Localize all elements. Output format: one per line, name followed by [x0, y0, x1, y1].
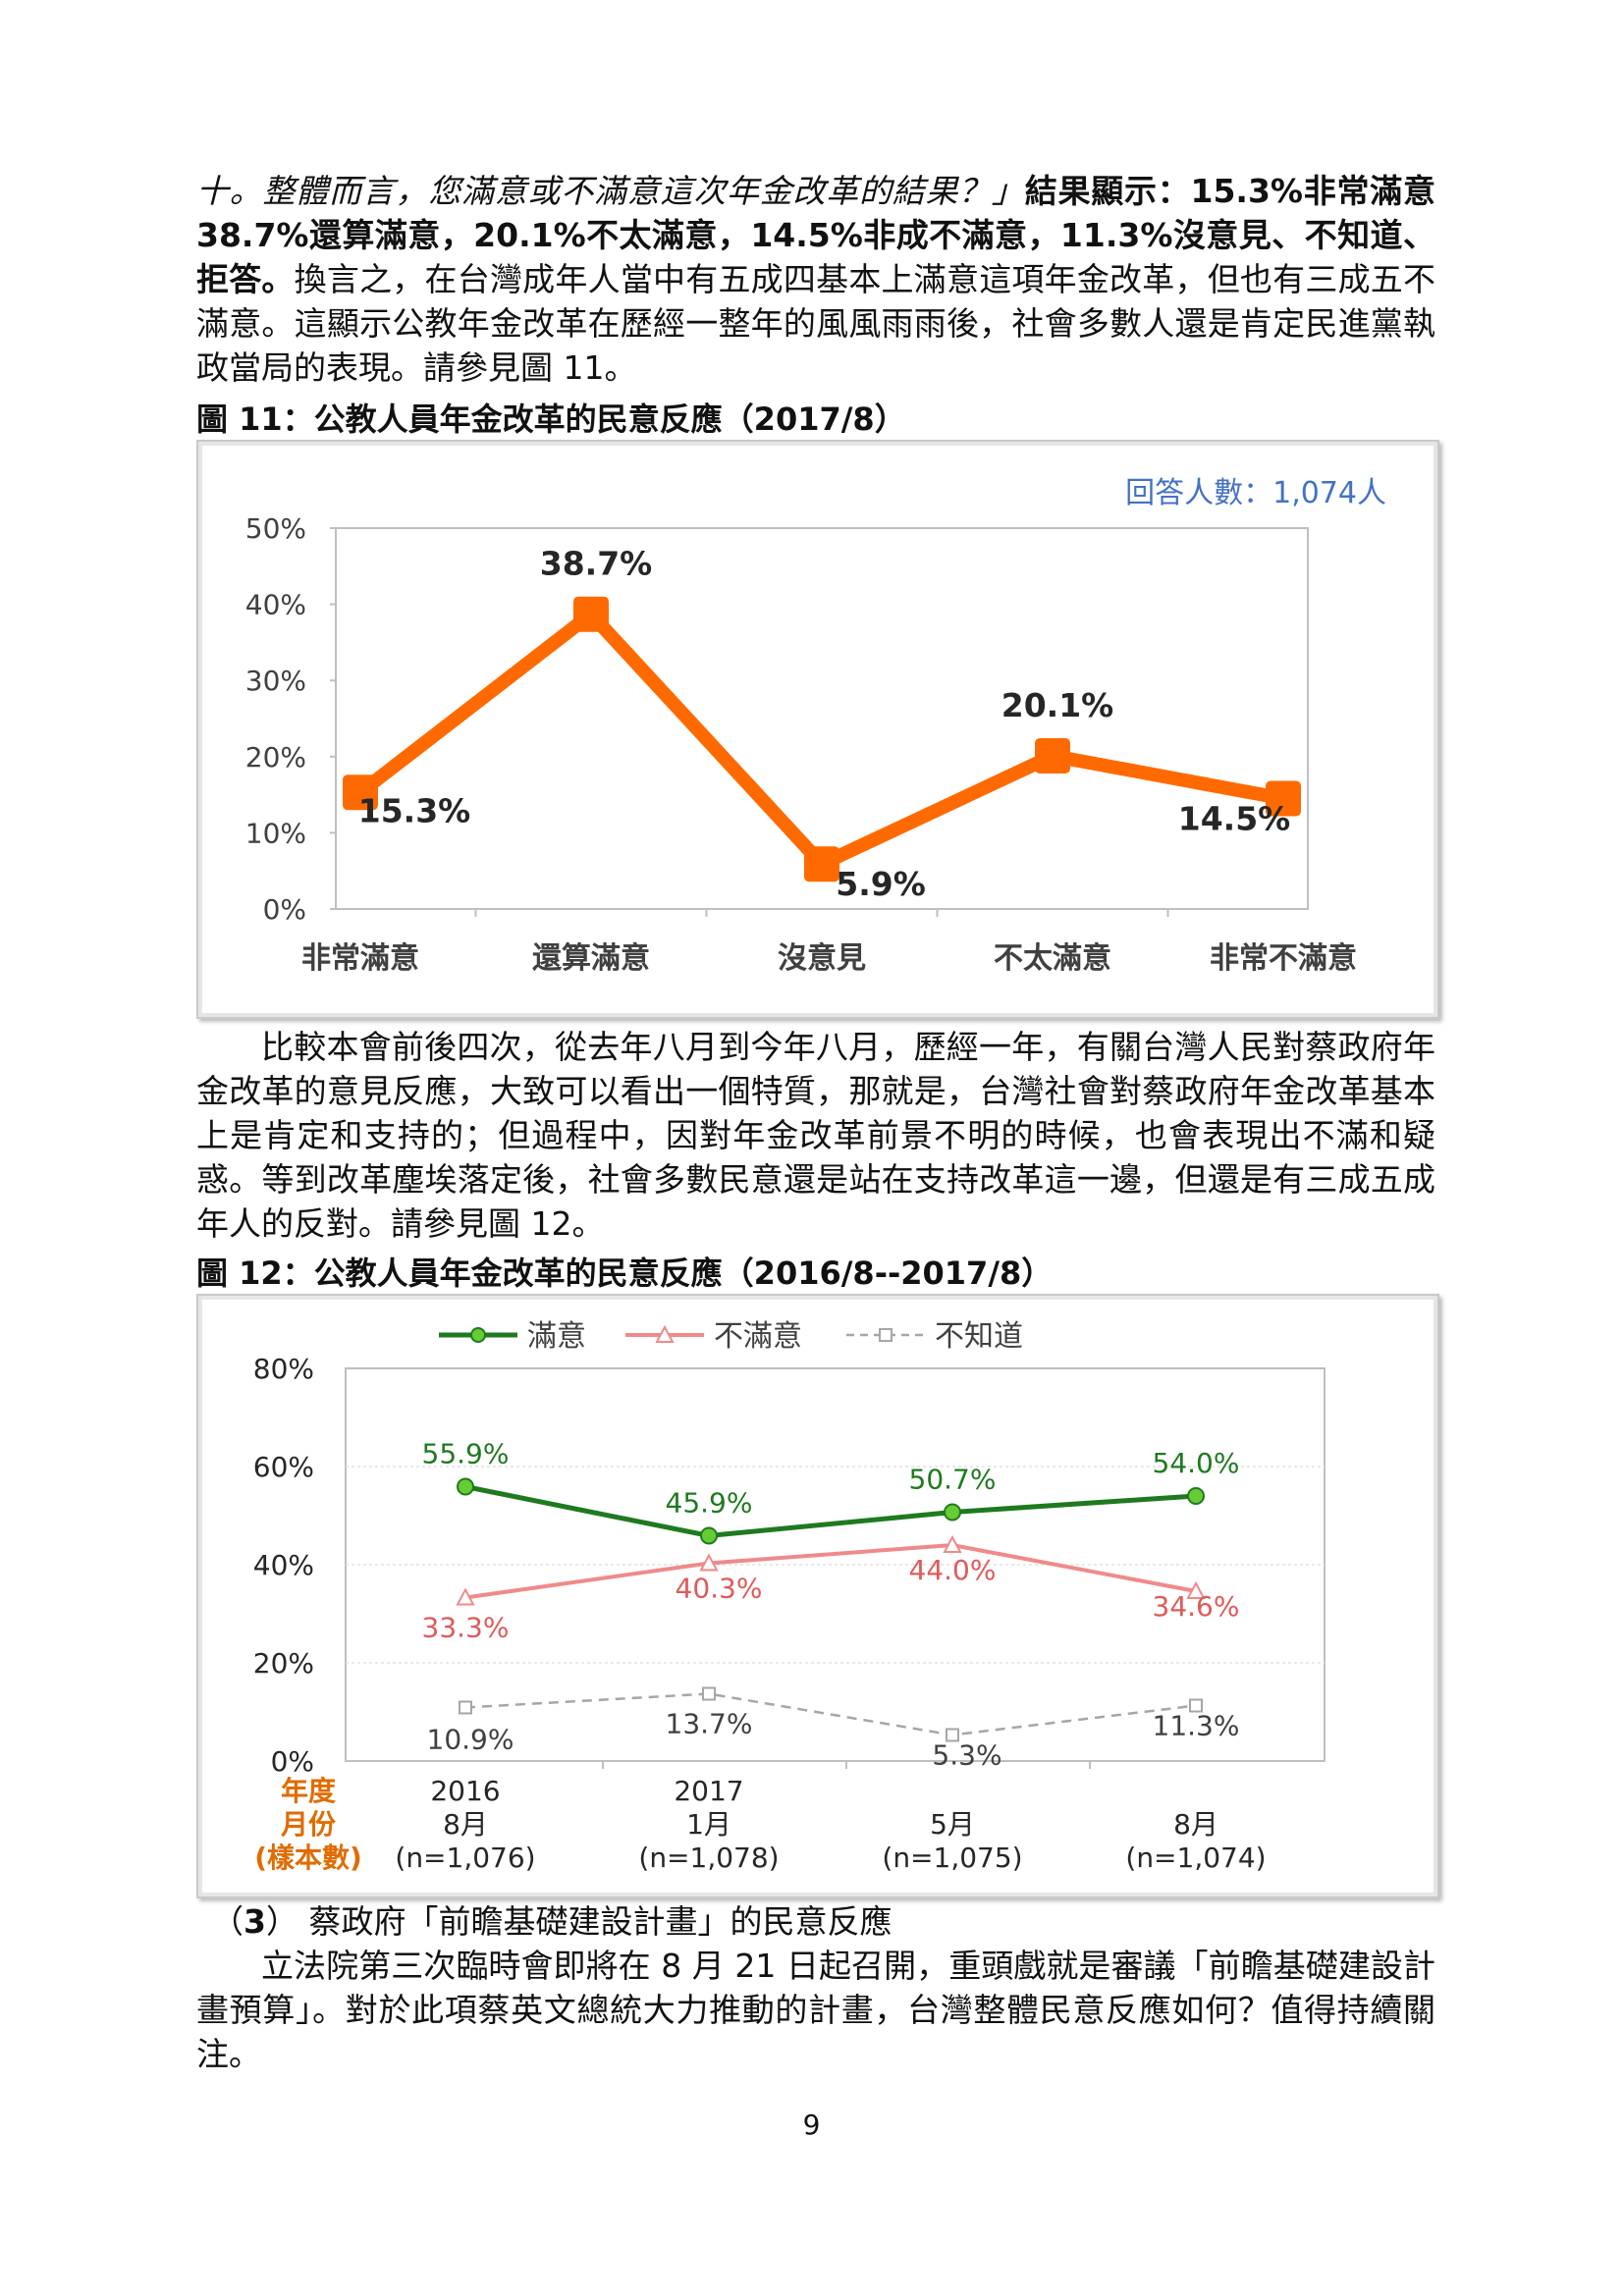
data-point — [457, 1477, 474, 1496]
legend-label: 滿意 — [527, 1319, 586, 1354]
data-point — [946, 1728, 959, 1742]
data-label: 45.9% — [666, 1487, 753, 1520]
data-label: 50.7% — [909, 1464, 997, 1496]
y-tick-label: 20% — [253, 1647, 314, 1680]
intro-rest: 換言之，在台灣成年人當中有五成四基本上滿意這項年金改革，但也有三成五不滿意。這顯… — [196, 260, 1436, 387]
x-year-label: 2016 — [430, 1775, 500, 1807]
legend-marker — [470, 1327, 486, 1343]
y-tick-label: 10% — [245, 817, 306, 849]
section-3-heading: （3） 蔡政府「前瞻基礎建設計畫」的民意反應 — [211, 1902, 893, 1941]
x-month-label: 8月 — [443, 1808, 488, 1841]
data-label: 55.9% — [422, 1438, 510, 1470]
data-point — [804, 846, 839, 882]
data-label: 33.3% — [422, 1612, 510, 1644]
series-line — [464, 1692, 1197, 1736]
x-sample-label: (n=1,078) — [638, 1842, 779, 1874]
respondent-count: 回答人數：1,074人 — [1125, 476, 1386, 510]
y-tick-label: 30% — [245, 665, 306, 697]
data-point — [1186, 1580, 1206, 1599]
data-point — [1187, 1487, 1205, 1505]
legislature-text: 立法院第三次臨時會即將在 8 月 21 日起召開，重頭戲就是審議「前瞻基礎建設計… — [196, 1947, 1435, 2073]
y-tick-label: 40% — [245, 589, 306, 621]
series-line — [355, 605, 1285, 873]
x-sample-label: (n=1,075) — [882, 1842, 1022, 1874]
data-label: 34.6% — [1153, 1590, 1240, 1623]
data-label: 20.1% — [1001, 686, 1114, 724]
data-label: 44.0% — [909, 1554, 997, 1586]
data-point — [1035, 738, 1070, 774]
x-month-label: 1月 — [686, 1808, 731, 1841]
legend-label: 不知道 — [935, 1319, 1023, 1354]
data-label: 13.7% — [666, 1708, 753, 1740]
comparison-text: 比較本會前後四次，從去年八月到今年八月，歷經一年，有關台灣人民對蔡政府年金改革的… — [196, 1028, 1435, 1243]
data-label: 54.0% — [1153, 1447, 1240, 1479]
x-category-label: 還算滿意 — [532, 941, 650, 976]
data-label: 40.3% — [676, 1573, 763, 1605]
data-point — [456, 1587, 475, 1606]
legend-marker — [879, 1328, 893, 1342]
x-category-label: 不太滿意 — [994, 941, 1111, 976]
y-tick-label: 20% — [245, 741, 306, 774]
data-label: 5.9% — [836, 865, 926, 903]
data-point — [343, 774, 378, 811]
data-point — [459, 1700, 472, 1715]
x-category-label: 非常不滿意 — [1210, 941, 1357, 976]
legend-label: 不滿意 — [714, 1319, 802, 1354]
x-sample-label: (n=1,076) — [395, 1842, 535, 1874]
y-tick-label: 40% — [253, 1549, 314, 1581]
x-sample-label: (n=1,074) — [1125, 1842, 1266, 1874]
data-label: 11.3% — [1153, 1710, 1240, 1742]
data-label: 14.5% — [1178, 799, 1291, 837]
page-number: 9 — [802, 2109, 821, 2141]
legend-marker — [655, 1324, 675, 1343]
data-point — [573, 596, 609, 632]
data-point — [699, 1553, 719, 1572]
y-tick-label: 50% — [245, 512, 306, 545]
survey-question: 十。整體而言，您滿意或不滿意這次年金改革的結果？」 — [196, 172, 1025, 210]
intro-paragraph: 十。整體而言，您滿意或不滿意這次年金改革的結果？」結果顯示：15.3%非常滿意 … — [196, 169, 1435, 390]
data-point — [700, 1526, 718, 1545]
data-point — [1189, 1698, 1203, 1713]
data-point — [702, 1686, 716, 1701]
section-3-title: 蔡政府「前瞻基礎建設計畫」的民意反應 — [308, 1902, 893, 1941]
figure-12-chart: 0% 20% 40% 60% 80% 年度 月份 (樣本數) 2016 8月 (n=1,076) 20… — [196, 1294, 1439, 1898]
row-label-sample: (樣本數) — [254, 1842, 362, 1874]
figure-12-title: 圖 12：公教人員年金改革的民意反應（2016/8--2017/8） — [196, 1255, 1054, 1292]
y-tick-label: 60% — [253, 1451, 314, 1483]
data-point — [1266, 780, 1301, 817]
x-category-label: 沒意見 — [778, 941, 866, 976]
data-label: 10.9% — [427, 1724, 514, 1756]
data-point — [943, 1534, 962, 1553]
data-label: 38.7% — [540, 545, 653, 583]
results-summary: 結果顯示：15.3%非常滿意 38.7%還算滿意，20.1%不太滿意，14.5%… — [196, 172, 1435, 298]
x-category-label: 非常滿意 — [301, 941, 419, 976]
figure-12-svg: 0%20%40%60%80%年度月份(樣本數)20168月(n=1,076)20… — [253, 1319, 1325, 1874]
x-month-label: 8月 — [1173, 1808, 1218, 1841]
plot-area — [335, 527, 1309, 910]
data-label: 15.3% — [358, 791, 471, 829]
y-tick-label: 80% — [253, 1353, 314, 1385]
figure-11-svg: 0% 10% 20% 30% 40% 50% 非常滿意 還算滿意 沒意見 不太滿意 非常不滿意 15.… — [245, 476, 1386, 976]
y-tick-label: 0% — [271, 1745, 314, 1778]
series-line — [464, 1484, 1197, 1539]
y-tick-label: 0% — [263, 893, 306, 926]
data-label: 5.3% — [932, 1739, 1001, 1772]
legislature-paragraph: 立法院第三次臨時會即將在 8 月 21 日起召開，重頭戲就是審議「前瞻基礎建設計… — [196, 1944, 1435, 2076]
section-3-number: 3 — [243, 1902, 266, 1941]
comparison-paragraph: 比較本會前後四次，從去年八月到今年八月，歷經一年，有關台灣人民對蔡政府年金改革的… — [196, 1025, 1435, 1246]
figure-11-title: 圖 11：公教人員年金改革的民意反應（2017/8） — [196, 400, 906, 438]
x-month-label: 5月 — [930, 1808, 975, 1841]
x-year-label: 2017 — [674, 1775, 743, 1807]
series-line — [464, 1542, 1197, 1600]
figure-11-chart: 0% 10% 20% 30% 40% 50% 非常滿意 還算滿意 沒意見 不太滿意 非常不滿意 15.… — [196, 440, 1439, 1019]
data-point — [944, 1503, 961, 1522]
row-label-year: 年度 — [281, 1775, 336, 1807]
row-label-month: 月份 — [280, 1808, 336, 1841]
